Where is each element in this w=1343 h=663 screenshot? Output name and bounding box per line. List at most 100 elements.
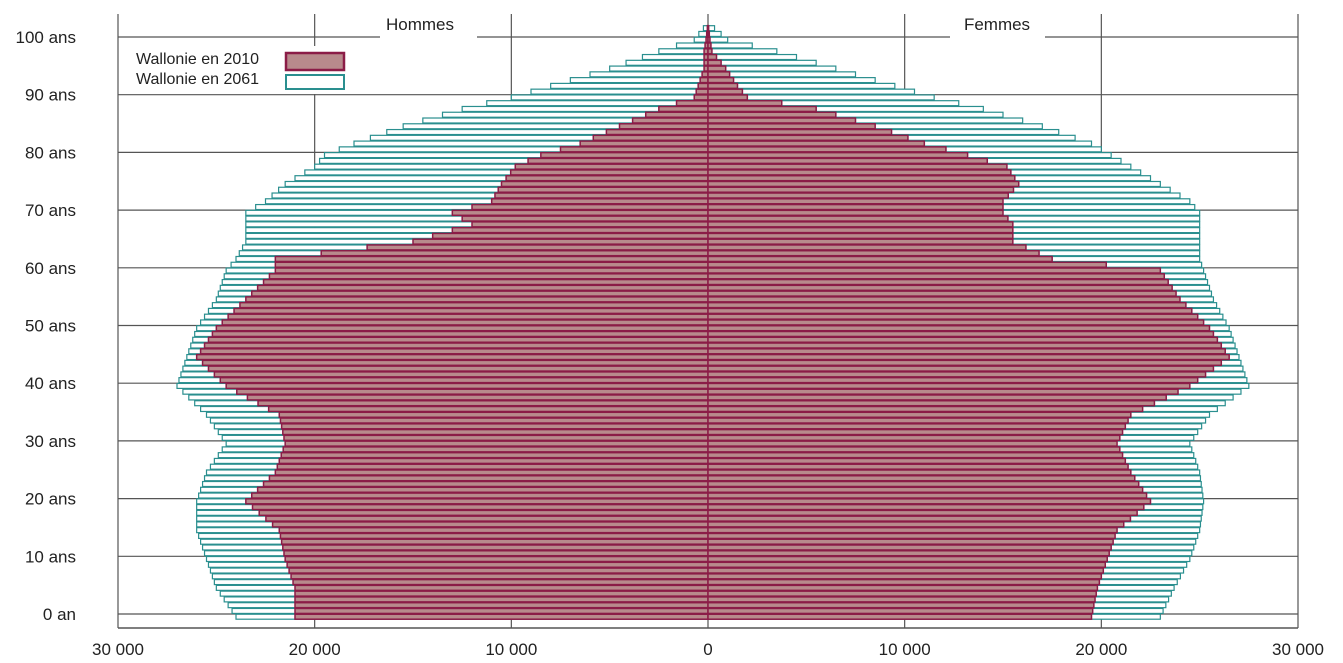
bar-2010-hommes (294, 601, 709, 609)
bar-2010-femmes (707, 249, 1040, 257)
bar-2010-femmes (707, 376, 1199, 384)
bar-2010-femmes (707, 417, 1129, 424)
bar-2010-femmes (707, 498, 1152, 505)
bar-2010-femmes (707, 503, 1145, 511)
bar-2010-hommes (412, 238, 709, 245)
bar-2010-femmes (707, 613, 1093, 620)
bar-2010-hommes (274, 469, 709, 476)
bar-2010-femmes (707, 532, 1116, 540)
x-tick-label: 20 000 (1075, 640, 1127, 659)
bar-2010-femmes (707, 174, 1016, 182)
legend: Wallonie en 2010 Wallonie en 2061 (132, 46, 352, 94)
bar-2010-femmes (707, 221, 1014, 228)
bar-2010-hommes (268, 273, 709, 280)
bar-2010-femmes (707, 521, 1125, 528)
bar-2010-femmes (707, 209, 1004, 217)
bar-2010-hommes (505, 174, 709, 182)
bar-2010-hommes (540, 151, 709, 159)
y-tick-label: 80 ans (25, 143, 76, 162)
bar-2010-hommes (579, 140, 709, 147)
bar-2010-femmes (707, 128, 893, 136)
bar-2010-hommes (225, 382, 709, 390)
bar-2010-hommes (283, 434, 709, 442)
bar-2010-hommes (257, 399, 709, 407)
bar-2010-femmes (707, 371, 1207, 378)
bar-2010-femmes (707, 480, 1140, 488)
hommes-label-bg (380, 14, 477, 40)
bar-2010-femmes (707, 255, 1053, 263)
bar-2061-hommes (550, 82, 709, 89)
bar-2010-femmes (707, 163, 1008, 170)
y-tick-label: 60 ans (25, 259, 76, 278)
bar-2010-hommes (258, 509, 709, 517)
bar-2010-femmes (707, 567, 1105, 574)
bar-2010-hommes (236, 388, 709, 395)
bar-2061-hommes (658, 48, 709, 55)
bar-2010-femmes (707, 486, 1144, 494)
bar-2010-femmes (707, 215, 1009, 222)
bar-2010-femmes (707, 296, 1181, 303)
bar-2010-femmes (707, 88, 744, 95)
bar-2010-femmes (707, 538, 1114, 545)
bar-2010-femmes (707, 342, 1223, 349)
bar-2061-femmes (707, 48, 778, 55)
bar-2010-femmes (707, 394, 1167, 401)
bar-2010-femmes (707, 273, 1166, 280)
bar-2010-femmes (707, 405, 1144, 413)
bar-2010-femmes (707, 411, 1132, 418)
bar-2010-hommes (245, 498, 709, 505)
bar-2010-femmes (707, 423, 1127, 430)
bar-2010-hommes (695, 88, 709, 95)
bar-2061-femmes (707, 59, 817, 66)
bar-2010-hommes (644, 111, 709, 118)
bar-2010-hommes (471, 203, 709, 211)
bar-2010-femmes (707, 475, 1136, 482)
bar-2010-hommes (282, 428, 709, 436)
bar-2010-femmes (707, 601, 1095, 609)
bar-2010-hommes (274, 267, 709, 274)
bar-2010-femmes (707, 146, 947, 153)
bar-2010-hommes (199, 348, 709, 355)
bar-2010-hommes (509, 169, 709, 176)
bar-2010-femmes (707, 301, 1187, 309)
bar-2010-hommes (490, 198, 709, 205)
bar-2010-femmes (707, 82, 739, 90)
y-tick-label: 0 an (43, 605, 76, 624)
bar-2010-femmes (707, 105, 817, 113)
bar-2061-hommes (625, 59, 709, 66)
bar-2010-femmes (707, 284, 1173, 292)
bar-2010-femmes (707, 261, 1107, 268)
bar-2010-hommes (366, 244, 709, 251)
bar-2010-hommes (262, 480, 709, 488)
x-tick-label: 0 (703, 640, 712, 659)
bar-2010-femmes (707, 238, 1014, 245)
bar-2010-hommes (451, 226, 709, 234)
bar-2010-hommes (294, 607, 709, 615)
bar-2010-hommes (294, 596, 709, 603)
bar-2010-femmes (707, 36, 711, 43)
bar-2010-femmes (707, 157, 989, 165)
bar-2010-hommes (699, 76, 709, 84)
bar-2010-femmes (707, 180, 1020, 188)
bar-2010-hommes (283, 550, 709, 557)
bar-2010-hommes (227, 313, 709, 320)
x-tick-label: 10 000 (879, 640, 931, 659)
bar-2010-femmes (707, 169, 1012, 176)
bar-2010-hommes (250, 492, 709, 499)
bar-2010-hommes (239, 301, 709, 309)
bar-2010-hommes (213, 371, 709, 378)
bar-2010-hommes (245, 296, 709, 303)
bar-2061-femmes (707, 53, 798, 61)
bar-2010-femmes (707, 544, 1112, 551)
bar-2010-hommes (279, 532, 709, 540)
bar-2061-hommes (641, 53, 709, 61)
bar-2010-femmes (707, 428, 1124, 436)
bar-2061-hommes (569, 77, 709, 84)
bar-2010-hommes (675, 99, 709, 107)
y-tick-label: 10 ans (25, 547, 76, 566)
bar-2010-femmes (707, 434, 1121, 442)
bar-2010-femmes (707, 555, 1108, 563)
bar-2010-hommes (279, 417, 709, 424)
bar-2010-femmes (707, 290, 1177, 297)
